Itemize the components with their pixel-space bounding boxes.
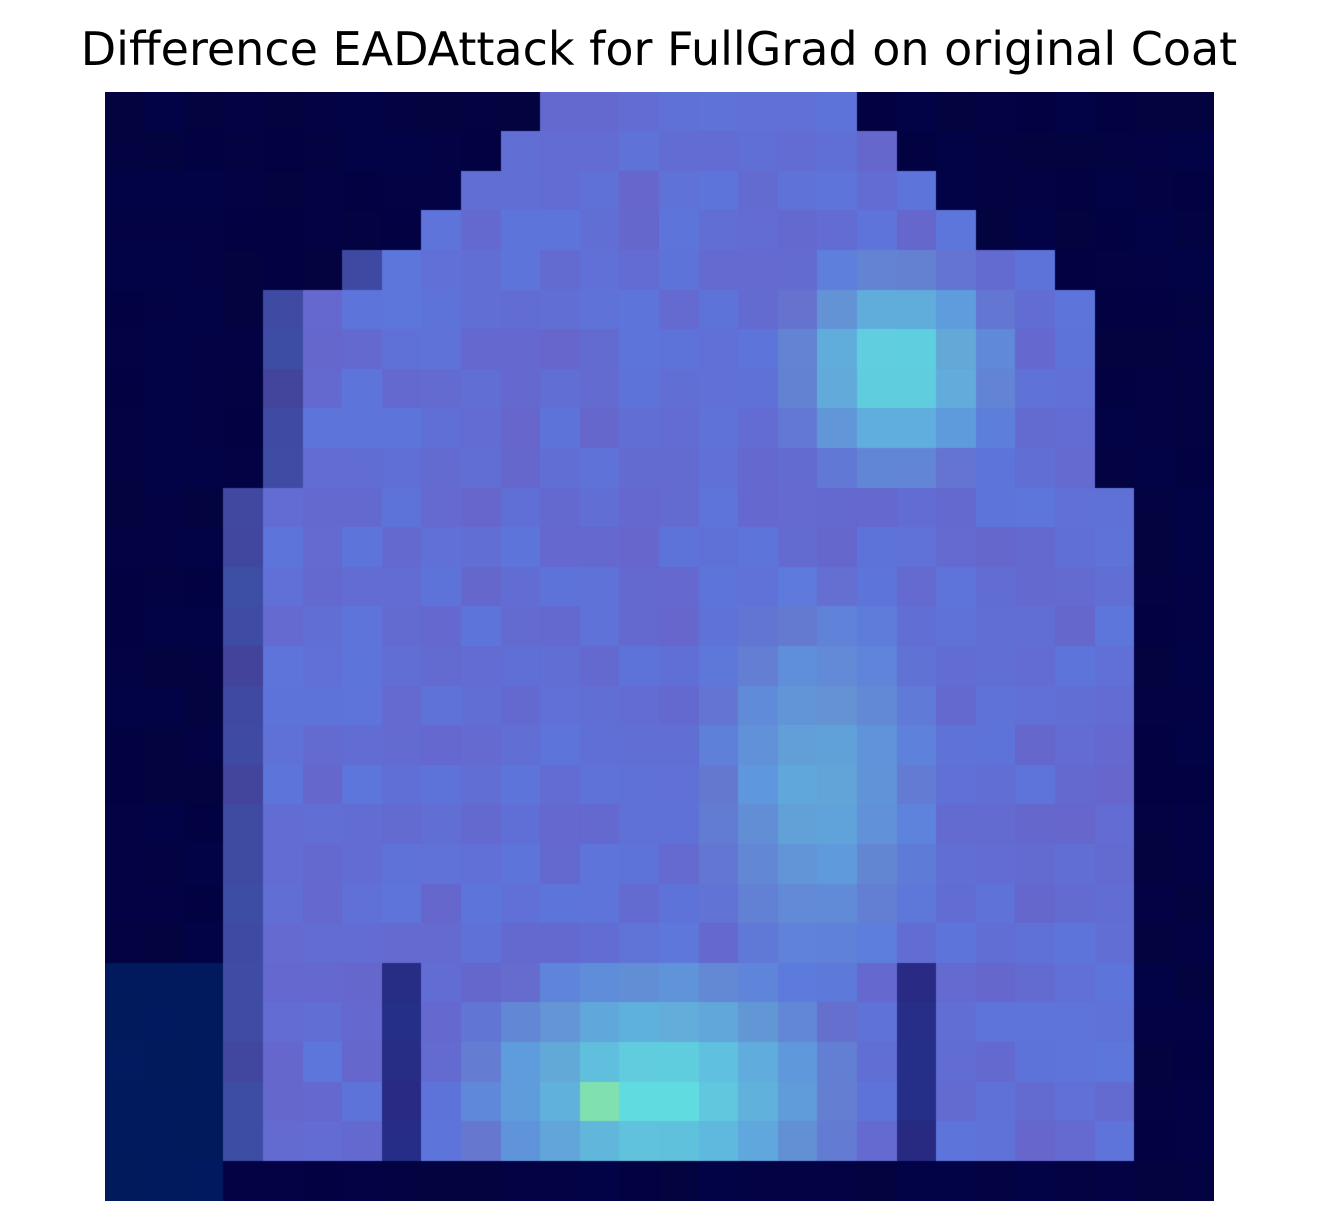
saliency-heatmap-image (105, 92, 1214, 1201)
figure-title: Difference EADAttack for FullGrad on ori… (80, 22, 1238, 76)
